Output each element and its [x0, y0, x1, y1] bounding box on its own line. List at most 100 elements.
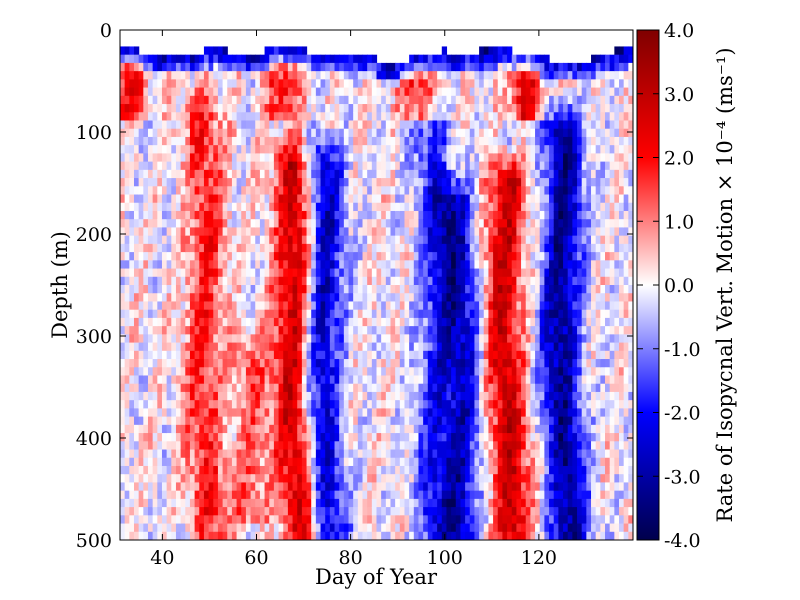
heatmap-cell [264, 235, 270, 245]
heatmap-cell [161, 383, 168, 393]
heatmap-cell [264, 260, 270, 270]
heatmap-cell [320, 268, 326, 278]
heatmap-cell [357, 309, 364, 319]
heatmap-cell [339, 367, 345, 377]
heatmap-cell [133, 391, 140, 401]
heatmap-cell [483, 136, 490, 146]
heatmap-cell [264, 210, 270, 220]
heatmap-cell [474, 523, 480, 533]
heatmap-cell [329, 79, 336, 89]
heatmap-cell [376, 276, 382, 286]
heatmap-cell [423, 523, 429, 533]
heatmap-cell [269, 334, 275, 344]
heatmap-cell [287, 293, 294, 303]
heatmap-cell [353, 490, 359, 500]
heatmap-cell [180, 400, 186, 409]
heatmap-cell [507, 424, 513, 434]
heatmap-cell [381, 490, 387, 500]
heatmap-cell [488, 260, 494, 270]
heatmap-cell [138, 326, 144, 335]
heatmap-cell [124, 441, 130, 451]
heatmap-cell [292, 79, 298, 89]
heatmap-cell [423, 507, 429, 516]
heatmap-cell [339, 317, 345, 327]
heatmap-cell [185, 276, 191, 286]
heatmap-cell [362, 79, 368, 89]
heatmap-cell [343, 62, 350, 72]
heatmap-cell [441, 210, 448, 220]
heatmap-cell [493, 433, 499, 442]
heatmap-cell [441, 120, 448, 130]
heatmap-cell [301, 112, 308, 122]
heatmap-cell [227, 120, 233, 130]
heatmap-cell [399, 227, 406, 237]
heatmap-cell [488, 326, 494, 335]
heatmap-cell [362, 120, 368, 130]
heatmap-cell [306, 326, 312, 335]
heatmap-cell [273, 161, 280, 171]
heatmap-cell [413, 383, 420, 393]
heatmap-cell [423, 416, 429, 426]
heatmap-cell [227, 71, 233, 80]
heatmap-cell [241, 523, 247, 533]
heatmap-cell [488, 441, 494, 451]
heatmap-cell [283, 128, 289, 138]
heatmap-cell [203, 186, 210, 196]
heatmap-cell [129, 301, 135, 311]
heatmap-cell [348, 531, 354, 540]
heatmap-cell [493, 326, 499, 335]
heatmap-cell [339, 178, 345, 187]
heatmap-cell [469, 498, 476, 508]
heatmap-cell [339, 515, 345, 525]
heatmap-cell [334, 433, 340, 442]
heatmap-cell [418, 424, 424, 434]
heatmap-cell [437, 293, 443, 303]
heatmap-cell [469, 268, 476, 278]
heatmap-cell [329, 219, 336, 229]
heatmap-cell [432, 235, 438, 245]
heatmap-cell [143, 391, 149, 401]
heatmap-cell [138, 169, 144, 179]
heatmap-cell [213, 46, 219, 56]
heatmap-cell [371, 424, 378, 434]
heatmap-cell [222, 474, 228, 484]
heatmap-cell [175, 457, 182, 467]
heatmap-cell [217, 441, 224, 451]
heatmap-cell [399, 293, 406, 303]
heatmap-cell [161, 161, 168, 171]
heatmap-cell [483, 375, 490, 385]
heatmap-cell [301, 293, 308, 303]
heatmap-cell [185, 186, 191, 196]
heatmap-cell [311, 490, 317, 500]
heatmap-cell [311, 194, 317, 204]
heatmap-cell [446, 507, 452, 516]
heatmap-cell [507, 474, 513, 484]
heatmap-cell [120, 408, 126, 418]
heatmap-cell [367, 342, 373, 352]
heatmap-cell [446, 95, 452, 105]
heatmap-cell [362, 326, 368, 335]
heatmap-cell [175, 210, 182, 220]
heatmap-cell [278, 153, 284, 163]
heatmap-cell [474, 367, 480, 377]
heatmap-cell [348, 490, 354, 500]
heatmap-cell [152, 285, 158, 294]
heatmap-cell [497, 285, 504, 294]
heatmap-cell [185, 400, 191, 409]
heatmap-cell [180, 375, 186, 385]
heatmap-cell [334, 87, 340, 97]
heatmap-cell [306, 219, 312, 229]
heatmap-cell [427, 161, 434, 171]
heatmap-cell [147, 112, 154, 122]
heatmap-cell [273, 334, 280, 344]
heatmap-cell [269, 474, 275, 484]
heatmap-cell [446, 268, 452, 278]
heatmap-cell [171, 79, 177, 89]
heatmap-cell [451, 334, 457, 344]
heatmap-cell [390, 350, 396, 360]
heatmap-cell [194, 293, 200, 303]
heatmap-cell [357, 169, 364, 179]
heatmap-cell [423, 293, 429, 303]
heatmap-cell [423, 252, 429, 261]
heatmap-cell [241, 416, 247, 426]
